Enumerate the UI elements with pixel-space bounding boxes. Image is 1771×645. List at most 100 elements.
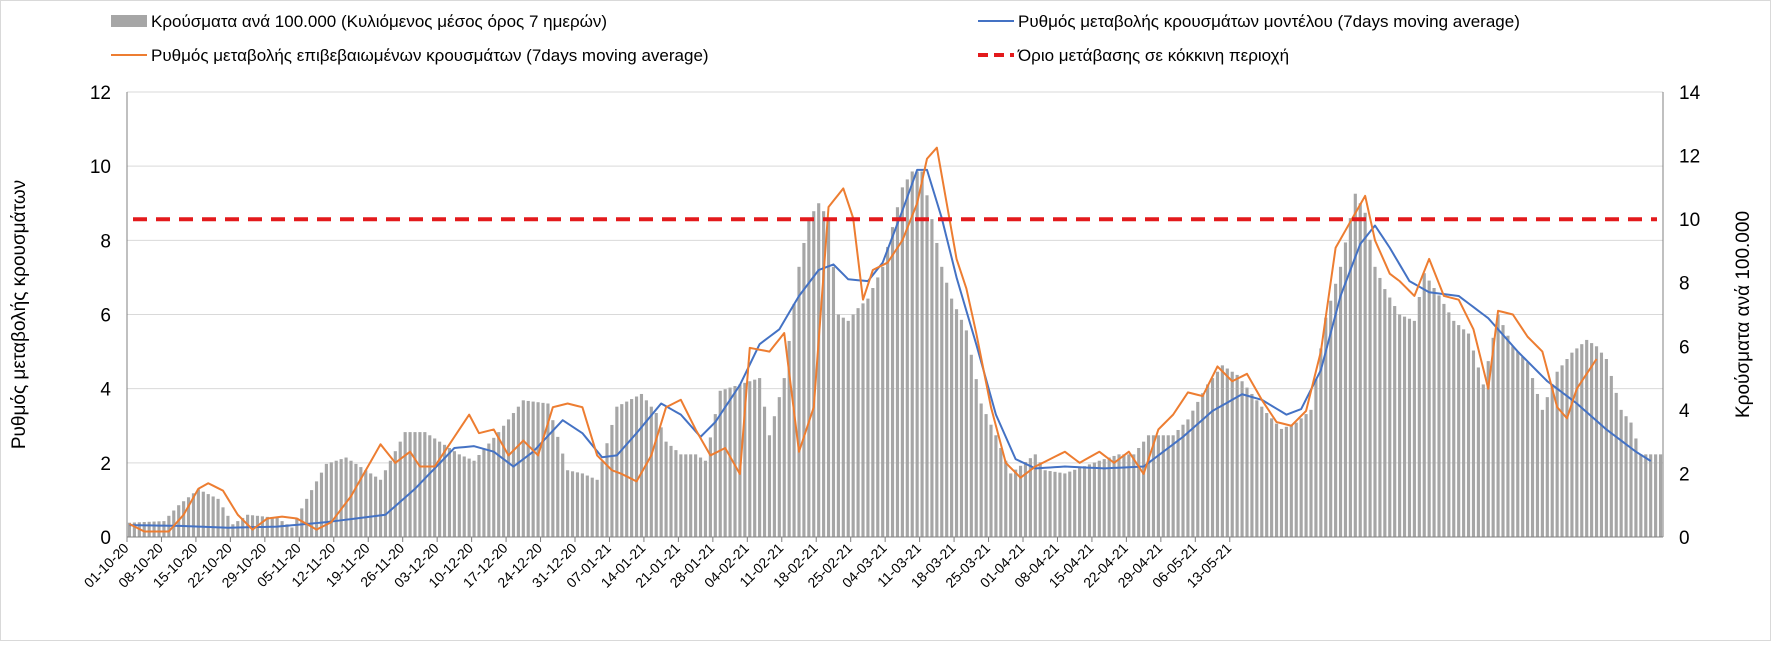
bar (728, 387, 732, 537)
bar (1087, 464, 1092, 537)
legend-label: Ρυθμός μεταβολής επιβεβαιωμένων κρουσμάτ… (151, 46, 709, 65)
bar (748, 381, 752, 537)
bar (1235, 374, 1239, 537)
bar (521, 400, 525, 537)
bar (1023, 461, 1028, 537)
bar (1270, 418, 1274, 537)
bar (1639, 454, 1643, 537)
bar (1535, 393, 1540, 537)
bar (516, 406, 520, 537)
bar (310, 490, 314, 537)
y-left-tick-label: 4 (100, 380, 111, 401)
bar (1250, 393, 1254, 537)
bar (398, 441, 402, 537)
bar (1442, 303, 1446, 537)
bar (713, 414, 717, 537)
bar (915, 171, 919, 537)
bar (1437, 295, 1441, 537)
legend-swatch (111, 15, 147, 27)
bar (1314, 379, 1318, 537)
bar (950, 298, 954, 537)
bar (216, 498, 220, 537)
bar (1176, 429, 1180, 537)
bar (1078, 467, 1082, 537)
bar (802, 242, 806, 537)
bar (1363, 212, 1367, 538)
bar (841, 317, 845, 537)
bar (654, 413, 658, 537)
bar (890, 227, 895, 537)
bar (767, 435, 772, 537)
bar (300, 508, 304, 537)
bar (940, 266, 944, 537)
bar (1658, 454, 1663, 537)
bar (1338, 266, 1343, 537)
bar (221, 507, 225, 537)
bar (822, 211, 826, 538)
bar (531, 401, 535, 537)
bar (1486, 361, 1490, 537)
bar (1294, 422, 1298, 537)
bar (1358, 203, 1362, 537)
bar (881, 266, 885, 537)
bar (497, 432, 501, 537)
bar (1644, 454, 1648, 537)
bar (536, 402, 540, 537)
bar (1210, 378, 1215, 537)
bar (708, 437, 712, 537)
bar (1289, 424, 1293, 537)
bar (669, 445, 673, 537)
bar (610, 424, 614, 537)
bar (674, 450, 678, 537)
bar (758, 378, 762, 537)
bar (861, 303, 865, 537)
bar (1343, 242, 1348, 537)
bar (359, 467, 363, 537)
legend-label: Όριο μετάβασης σε κόκκινη περιοχή (1017, 46, 1289, 65)
bar (1063, 473, 1067, 537)
bar (1014, 469, 1018, 537)
bar (1417, 297, 1421, 537)
model-rate-line (129, 168, 1652, 529)
bar (792, 303, 796, 537)
bar (1516, 351, 1520, 537)
bar (1654, 454, 1658, 537)
bar (723, 389, 727, 537)
bar (1649, 454, 1653, 537)
bar (1466, 333, 1471, 537)
bar (1604, 359, 1608, 537)
bar (1284, 426, 1288, 537)
y-left-tick-label: 10 (90, 157, 111, 178)
bar (1225, 368, 1229, 537)
bar (1501, 325, 1505, 537)
bar (226, 515, 230, 537)
y-right-tick-label: 0 (1679, 528, 1690, 549)
legend-item-cases: Κρούσματα ανά 100.000 (Κυλιόμενος μέσος … (111, 12, 607, 31)
bar (1462, 329, 1466, 537)
bar (152, 521, 156, 537)
legend-item-threshold: Όριο μετάβασης σε κόκκινη περιοχή (978, 46, 1289, 65)
bar (1432, 288, 1436, 537)
bar (492, 437, 496, 537)
bar (561, 453, 565, 537)
bar (644, 400, 648, 537)
bar (1279, 428, 1284, 537)
bar (1560, 365, 1564, 537)
bar (1580, 344, 1584, 537)
bar (231, 524, 235, 537)
bar (1161, 435, 1165, 537)
bar (314, 481, 319, 537)
bar (797, 266, 801, 537)
bar (605, 443, 609, 537)
bar (1299, 418, 1303, 537)
bar (369, 473, 373, 537)
bar (1521, 356, 1525, 537)
bar (1053, 471, 1057, 537)
bar (157, 521, 161, 537)
y-right-tick-label: 8 (1679, 274, 1690, 295)
bar (526, 400, 530, 537)
bar (630, 399, 634, 537)
bar-series (127, 171, 1663, 538)
bar (900, 187, 904, 537)
